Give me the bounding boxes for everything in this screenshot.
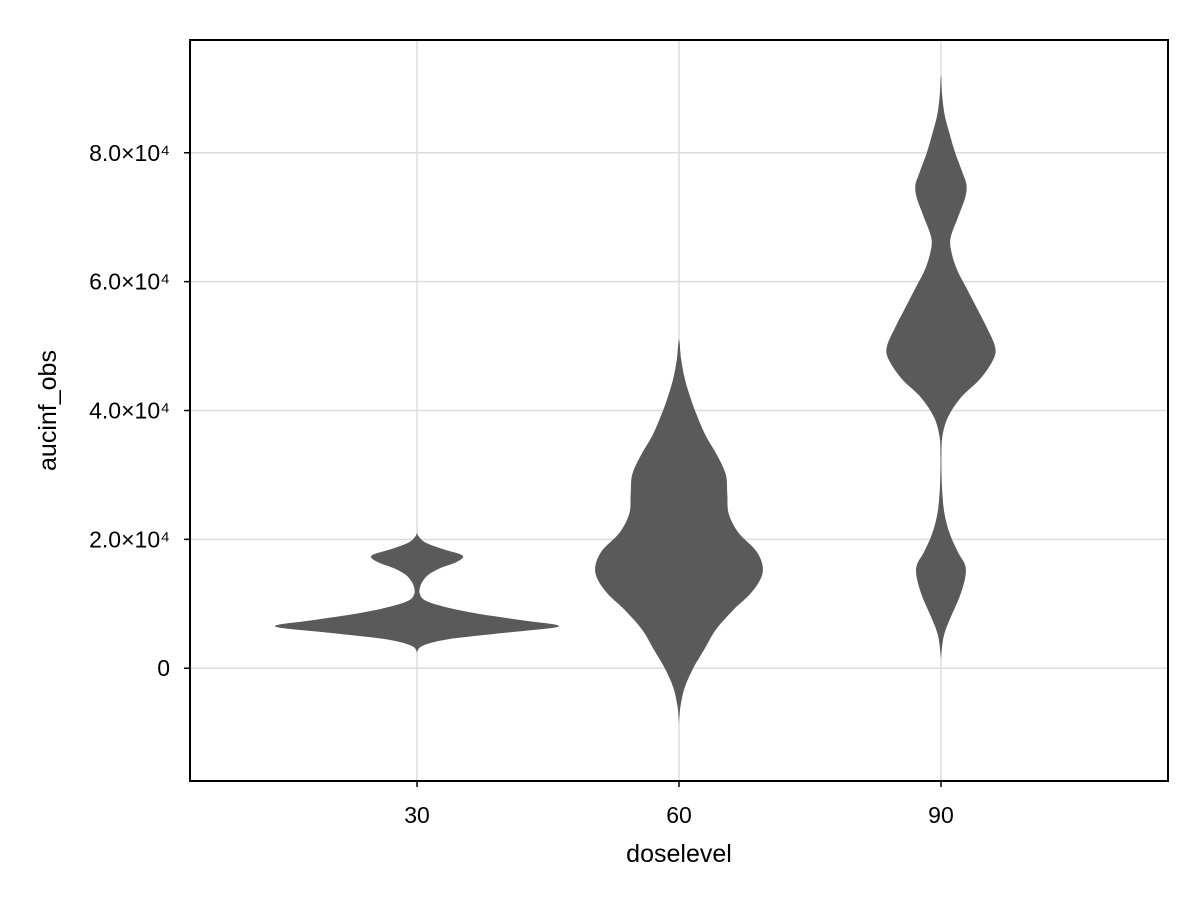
violin-dose-90 bbox=[886, 75, 996, 659]
x-tick-label: 60 bbox=[666, 802, 692, 828]
x-tick-label: 90 bbox=[928, 802, 954, 828]
axis-ticks: 30 60 90 0 2.0×10⁴ 4.0×10⁴ 6.0×10⁴ 8.0×10⁴ bbox=[89, 140, 954, 828]
y-tick-label: 8.0×10⁴ bbox=[89, 140, 170, 166]
violin-dose-60 bbox=[595, 339, 763, 723]
x-tick-label: 30 bbox=[404, 802, 430, 828]
y-tick-label: 2.0×10⁴ bbox=[89, 526, 170, 552]
violin-dose-30 bbox=[274, 532, 560, 653]
y-tick-label: 0 bbox=[157, 655, 170, 681]
x-axis-label: doselevel bbox=[626, 840, 732, 868]
y-tick-label: 6.0×10⁴ bbox=[89, 269, 170, 295]
y-tick-label: 4.0×10⁴ bbox=[89, 398, 170, 424]
y-axis-label: aucinf_obs bbox=[34, 350, 62, 471]
violins bbox=[274, 75, 996, 723]
